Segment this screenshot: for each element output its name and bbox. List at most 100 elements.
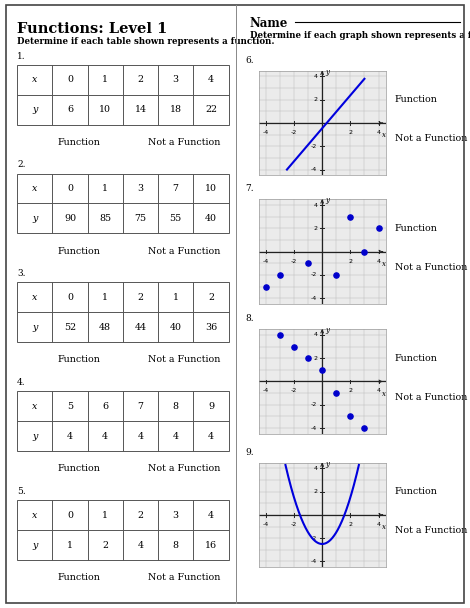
Text: 3: 3 — [137, 184, 143, 193]
Text: 9: 9 — [208, 402, 214, 411]
Text: 4: 4 — [313, 74, 317, 79]
Text: 52: 52 — [64, 323, 76, 332]
Text: 4: 4 — [102, 432, 108, 441]
Text: 8: 8 — [172, 541, 179, 550]
Text: 10: 10 — [99, 105, 111, 114]
Text: -4: -4 — [311, 559, 317, 564]
Text: x: x — [32, 511, 38, 520]
Text: 0: 0 — [67, 293, 73, 302]
Text: 16: 16 — [205, 541, 217, 550]
Text: 22: 22 — [205, 105, 217, 114]
Text: Function: Function — [395, 354, 438, 363]
Text: y: y — [32, 105, 38, 114]
Text: Function: Function — [395, 224, 438, 233]
Text: -2: -2 — [291, 130, 297, 135]
Text: 2: 2 — [313, 97, 317, 102]
Text: 9.: 9. — [245, 447, 254, 457]
Text: Not a Function: Not a Function — [395, 134, 467, 143]
Text: -4: -4 — [263, 130, 269, 135]
Point — [332, 270, 340, 280]
Text: Function: Function — [395, 95, 438, 105]
Text: -2: -2 — [311, 272, 317, 277]
Point — [276, 330, 284, 340]
Text: 7: 7 — [138, 402, 143, 411]
Text: Function: Function — [57, 247, 100, 255]
Text: x: x — [32, 184, 38, 193]
Text: x: x — [32, 75, 38, 84]
Point — [318, 365, 326, 375]
Text: 2: 2 — [138, 511, 143, 520]
Text: 4: 4 — [376, 130, 381, 135]
Text: 2: 2 — [138, 293, 143, 302]
Text: -4: -4 — [263, 258, 269, 264]
Text: 1: 1 — [102, 293, 108, 302]
Text: 8: 8 — [172, 402, 179, 411]
Bar — [17, 392, 228, 451]
Text: 0: 0 — [67, 75, 73, 84]
Text: Function: Function — [57, 356, 100, 364]
Text: y: y — [326, 460, 329, 468]
Text: Functions: Level 1: Functions: Level 1 — [17, 22, 167, 36]
Text: 2.: 2. — [17, 161, 26, 170]
Text: 1: 1 — [102, 75, 108, 84]
Text: 75: 75 — [134, 214, 147, 223]
Text: 2: 2 — [348, 130, 352, 135]
Point — [304, 353, 312, 363]
Point — [360, 247, 368, 257]
Text: -4: -4 — [263, 522, 269, 527]
Text: 90: 90 — [64, 214, 76, 223]
Text: 6: 6 — [102, 402, 108, 411]
Text: y: y — [326, 326, 329, 334]
Text: 2: 2 — [313, 489, 317, 494]
Point — [290, 342, 298, 351]
Text: 2: 2 — [313, 226, 317, 231]
Text: 4: 4 — [313, 466, 317, 471]
Text: Determine if each graph shown represents a function.: Determine if each graph shown represents… — [250, 30, 470, 40]
Text: 1: 1 — [67, 541, 73, 550]
Text: 48: 48 — [99, 323, 111, 332]
Text: 3: 3 — [172, 511, 179, 520]
Text: Function: Function — [395, 488, 438, 496]
Text: -2: -2 — [291, 258, 297, 264]
Text: y: y — [32, 432, 38, 441]
Text: 7.: 7. — [245, 184, 254, 193]
Text: -2: -2 — [291, 522, 297, 527]
Text: 4: 4 — [208, 75, 214, 84]
Text: 5.: 5. — [17, 487, 26, 496]
Text: Not a Function: Not a Function — [395, 526, 467, 535]
Text: 40: 40 — [170, 323, 182, 332]
Point — [304, 258, 312, 268]
Text: 2: 2 — [348, 258, 352, 264]
Text: x: x — [382, 523, 386, 531]
Text: -2: -2 — [311, 143, 317, 149]
Text: 2: 2 — [138, 75, 143, 84]
Point — [360, 423, 368, 433]
Text: 55: 55 — [170, 214, 182, 223]
Bar — [17, 283, 228, 342]
Text: -2: -2 — [311, 536, 317, 541]
Text: Not a Function: Not a Function — [148, 247, 220, 255]
Text: 4: 4 — [208, 511, 214, 520]
Text: 2: 2 — [348, 389, 352, 393]
Text: 4: 4 — [313, 333, 317, 337]
Text: 4: 4 — [313, 202, 317, 207]
Text: y: y — [32, 541, 38, 550]
Text: 2: 2 — [313, 356, 317, 361]
Text: 14: 14 — [134, 105, 147, 114]
Text: 4: 4 — [172, 432, 179, 441]
Text: x: x — [32, 293, 38, 302]
Text: 2: 2 — [348, 522, 352, 527]
Point — [346, 212, 354, 222]
Text: 1: 1 — [102, 511, 108, 520]
Text: Name: Name — [250, 17, 288, 30]
Text: -4: -4 — [263, 389, 269, 393]
Text: 2: 2 — [102, 541, 108, 550]
Text: x: x — [382, 390, 386, 398]
Point — [332, 389, 340, 398]
Text: 0: 0 — [67, 511, 73, 520]
Text: 4: 4 — [208, 432, 214, 441]
Point — [276, 270, 284, 280]
Text: 1: 1 — [102, 184, 108, 193]
Text: 4: 4 — [138, 432, 143, 441]
Text: Not a Function: Not a Function — [148, 573, 220, 582]
